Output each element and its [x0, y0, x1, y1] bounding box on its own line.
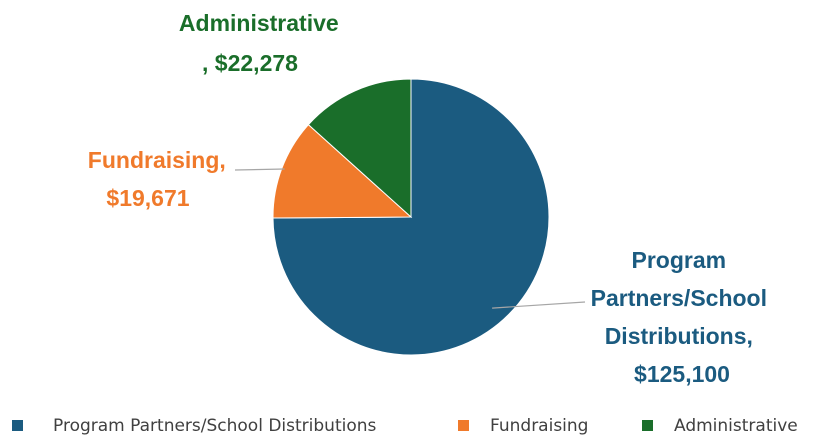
legend-swatch-fundraising — [458, 420, 469, 431]
leader-line-program — [492, 301, 586, 309]
pie-slices — [272, 78, 550, 356]
legend-label-administrative: Administrative — [674, 416, 798, 436]
legend-label-program: Program Partners/School Distributions — [53, 416, 377, 436]
legend-item-program: Program Partners/School Distributions — [12, 416, 377, 436]
pie-slice-fundraising — [272, 123, 413, 219]
legend-item-administrative: Administrative — [642, 416, 798, 436]
data-label-fundraising: Fundraising, $19,671 — [88, 147, 232, 211]
legend-label-fundraising: Fundraising — [490, 416, 588, 436]
data-label-program: Program Partners/School Distributions, $… — [591, 247, 774, 387]
data-label-administrative: Administrative , $22,278 — [179, 10, 345, 76]
pie-slice-administrative — [307, 78, 412, 219]
legend: Program Partners/School Distributions Fu… — [12, 416, 798, 436]
pie-slice-program — [272, 78, 550, 356]
legend-item-fundraising: Fundraising — [458, 416, 588, 436]
legend-swatch-administrative — [642, 420, 653, 431]
leader-line-fundraising — [234, 168, 285, 171]
leader-lines — [234, 168, 586, 309]
legend-swatch-program — [12, 420, 23, 431]
